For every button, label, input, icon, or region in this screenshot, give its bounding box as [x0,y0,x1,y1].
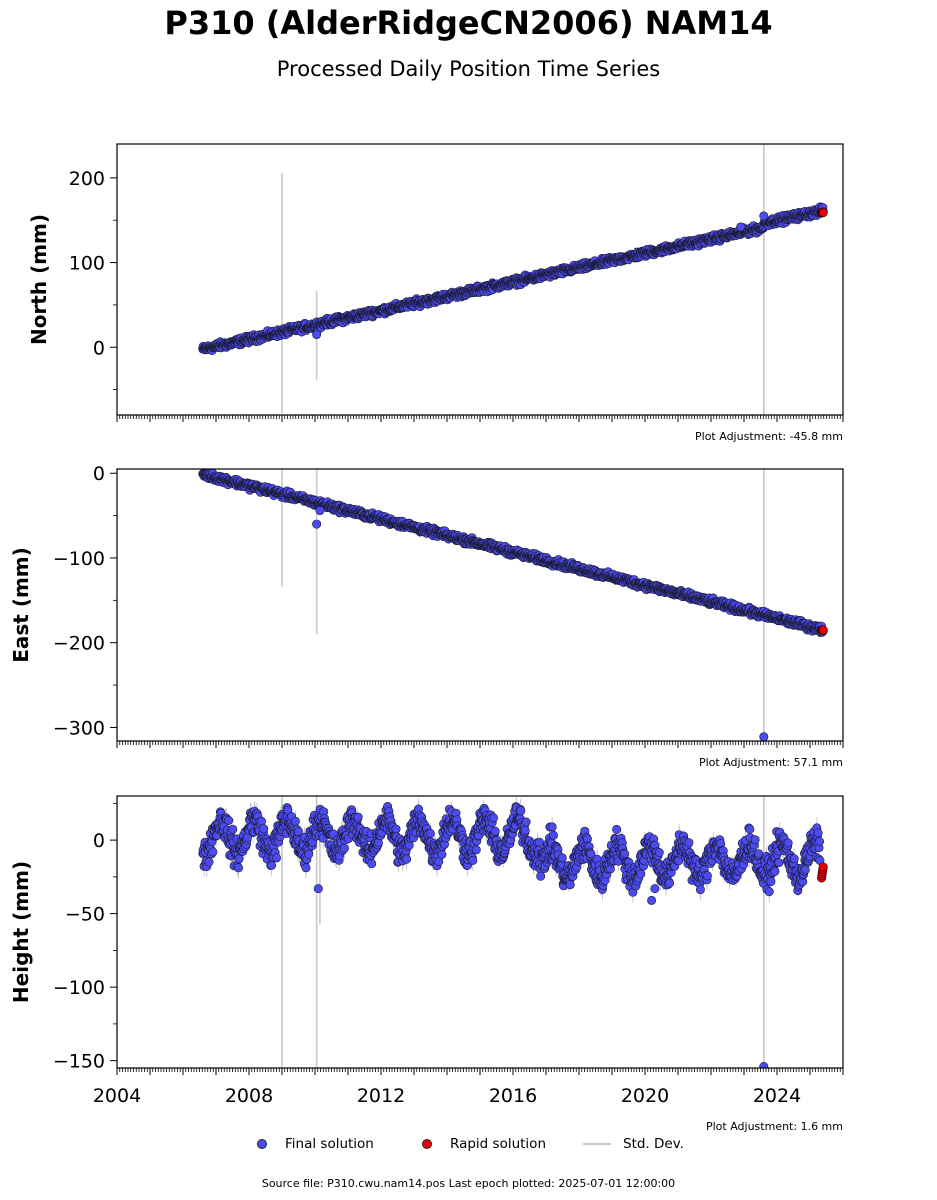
data-point [471,845,481,855]
data-point [256,816,266,826]
final-solution-series [198,469,828,741]
data-point [490,826,500,836]
y-ticks: 0 100 200 [69,168,117,390]
data-point [520,825,530,835]
axes-frame [116,143,844,416]
rapid-solution-series [817,208,828,218]
panel-north: 0 100 200 North (mm) Plot Adjustment: -45.8 … [27,143,844,443]
data-point [547,822,557,832]
outlier-point [312,519,322,529]
y-tick-label: −100 [53,548,105,570]
final-solution-series [198,801,825,1068]
data-point [290,816,300,826]
data-point [367,859,377,869]
data-point [224,815,234,825]
y-tick-label: 0 [93,337,105,359]
y-tick-label: 0 [93,463,105,485]
data-point [402,854,412,864]
chart-subtitle: Processed Daily Position Time Series [276,57,661,81]
data-point [548,830,558,840]
data-point [488,813,498,823]
data-point [536,871,546,881]
data-point [234,863,244,873]
data-point [619,849,629,859]
data-point [437,849,447,859]
data-point [228,824,238,834]
data-point [612,824,622,834]
y-tick-label: −300 [53,717,105,739]
data-point [534,837,544,847]
data-point [664,878,674,888]
data-point [259,824,269,834]
data-point [557,853,567,863]
data-point [267,860,277,870]
plot-area [198,796,828,1068]
outlier-point [759,732,769,741]
chart-title: P310 (AlderRidgeCN2006) NAM14 [164,4,773,42]
plot-adjustment-note: Plot Adjustment: 57.1 mm [699,756,843,769]
data-point [695,885,705,895]
y-tick-label: 100 [69,253,105,275]
data-point [293,826,303,836]
panel-east: 0 −100 −200 −300 East (mm) Plot Adjustment: 5… [9,463,844,769]
data-point [301,863,311,873]
y-tick-label: 200 [69,168,105,190]
rapid-solution-series [817,625,828,635]
outlier-point [312,330,322,340]
data-point [391,824,401,834]
data-point [404,840,414,850]
data-point [565,880,575,890]
plot-area [198,469,828,741]
data-point [339,843,349,853]
data-point [425,828,435,838]
rapid-point [818,208,828,218]
outlier-point [736,222,746,232]
data-point [304,849,314,859]
y-axis-label: North (mm) [27,214,51,345]
rapid-point [818,625,828,635]
data-point [353,812,363,822]
data-point [636,869,646,879]
data-point [204,857,214,867]
outlier-point [315,506,325,516]
data-point [654,847,664,857]
x-ticks [116,741,844,748]
data-point [234,854,244,864]
y-axis-label: East (mm) [9,547,33,663]
data-point [271,853,281,863]
x-ticks [116,415,844,422]
y-tick-label: −200 [53,633,105,655]
data-point [208,847,218,857]
plot-adjustment-note: Plot Adjustment: -45.8 mm [695,430,843,443]
final-solution-series [198,202,828,355]
data-point [521,817,531,827]
data-point [684,838,694,848]
plot-area [198,144,828,415]
data-point [468,855,478,865]
outlier-point [759,211,769,221]
data-point [516,806,526,816]
y-ticks: 0 −100 −200 −300 [53,463,117,739]
